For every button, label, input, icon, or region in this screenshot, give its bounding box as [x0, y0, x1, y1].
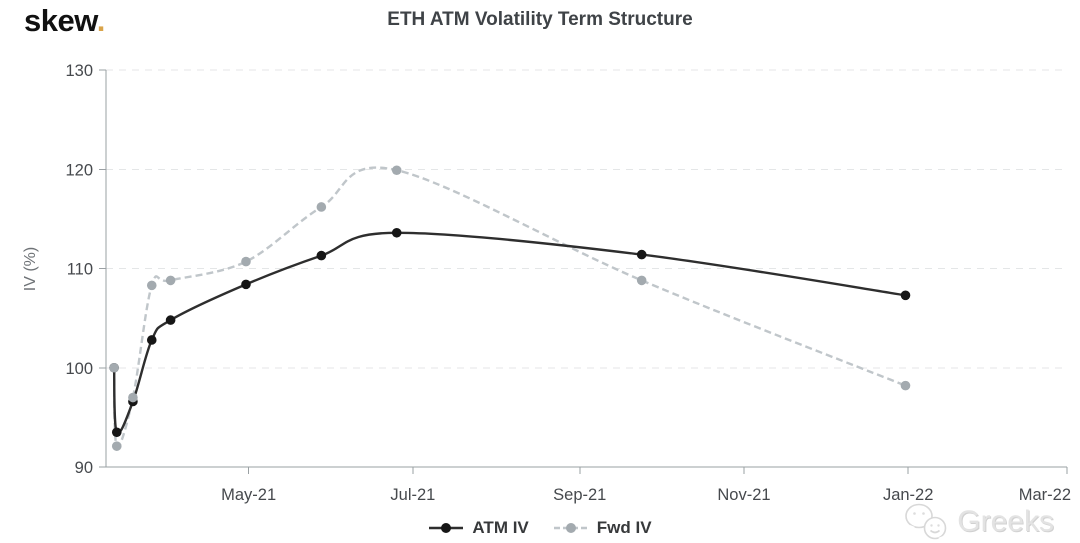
x-tick-label: Mar-22	[1019, 486, 1071, 504]
legend-label-fwd-iv: Fwd IV	[596, 518, 652, 537]
x-tick-label: Nov-21	[717, 486, 770, 504]
logo-dot: .	[96, 3, 106, 38]
fwd-iv-marker[interactable]	[391, 165, 402, 176]
legend-item-atm-iv[interactable]: ATM IV	[428, 518, 529, 538]
atm-iv-marker[interactable]	[636, 249, 647, 260]
fwd-iv-line	[112, 166, 906, 448]
fwd-iv-marker[interactable]	[146, 280, 157, 291]
legend: ATM IV Fwd IV	[0, 518, 1080, 538]
y-tick-label: 130	[65, 62, 93, 80]
y-tick-label: 120	[65, 161, 93, 179]
fwd-iv-marker[interactable]	[900, 380, 911, 391]
atm-iv-marker[interactable]	[391, 227, 402, 238]
y-tick-label: 90	[75, 459, 93, 477]
fwd-iv-marker[interactable]	[316, 202, 327, 212]
fwd-iv-legend-marker	[553, 523, 588, 533]
legend-item-fwd-iv[interactable]: Fwd IV	[553, 518, 652, 538]
atm-iv-line	[112, 231, 906, 435]
x-tick-label: May-21	[221, 486, 276, 504]
y-tick-label: 110	[67, 261, 93, 279]
fwd-iv-marker[interactable]	[109, 362, 119, 373]
x-tick-label: Jul-21	[390, 486, 435, 504]
y-tick-label: 100	[65, 360, 93, 378]
chart-title: ETH ATM Volatility Term Structure	[387, 9, 693, 30]
atm-iv-marker[interactable]	[241, 279, 251, 290]
atm-iv-marker[interactable]	[165, 315, 176, 325]
x-tick-label: Sep-21	[553, 486, 606, 504]
legend-label-atm-iv: ATM IV	[472, 518, 529, 537]
skew-logo: skew.	[24, 2, 105, 40]
fwd-iv-marker[interactable]	[128, 392, 138, 403]
fwd-iv-marker[interactable]	[165, 275, 176, 286]
atm-iv-marker[interactable]	[146, 335, 157, 345]
atm-iv-marker[interactable]	[900, 290, 911, 301]
logo-text: skew	[24, 3, 97, 38]
atm-iv-marker[interactable]	[111, 427, 122, 438]
atm-iv-legend-marker	[429, 523, 464, 533]
fwd-iv-marker[interactable]	[111, 441, 122, 451]
x-tick-label: Jan-22	[883, 486, 933, 504]
fwd-iv-marker[interactable]	[241, 256, 251, 267]
atm-iv-marker[interactable]	[316, 250, 327, 261]
fwd-iv-marker[interactable]	[636, 275, 647, 286]
